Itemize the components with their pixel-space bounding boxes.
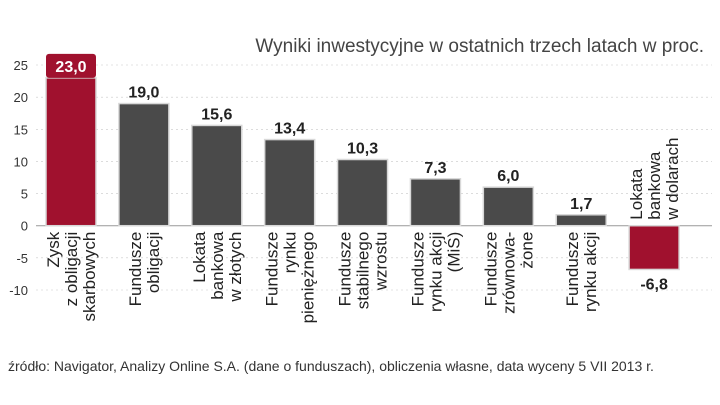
category-label-line: Lokata <box>190 231 209 283</box>
category-label-line: w złotych <box>226 232 245 303</box>
bars <box>45 77 680 271</box>
category-label-line: Zysk <box>44 231 63 267</box>
value-label-1: 19,0 <box>128 85 159 102</box>
value-label-5: 7,3 <box>424 160 446 177</box>
chart-title: Wyniki inwestycyjne w ostatnich trzech l… <box>255 36 704 57</box>
category-labels: Zysk z obligacji skarbowych Fundusze obligac… <box>44 137 682 323</box>
value-label-4: 10,3 <box>347 141 378 158</box>
category-label-line: zrównowa- <box>499 232 518 314</box>
category-label-line: (MiŚ) <box>444 232 463 273</box>
category-label-line: stabilnego <box>354 232 373 310</box>
category-label-7: Fundusze rynku akcji <box>563 232 600 312</box>
category-label-line: Lokata <box>627 168 646 220</box>
category-label-2: Lokata bankowa w złotych <box>190 231 245 302</box>
bar-1 <box>118 102 170 227</box>
category-label-line: Fundusze <box>408 232 427 307</box>
value-label-3: 13,4 <box>274 121 305 138</box>
category-label-1: Fundusze obligacji <box>126 232 163 307</box>
value-label-7: 1,7 <box>570 196 592 213</box>
bar-4 <box>336 158 389 227</box>
category-label-line: Fundusze <box>336 232 355 307</box>
category-label-line: z obligacji <box>62 232 81 307</box>
y-tick-label: 15 <box>14 122 28 137</box>
category-label-line: żone <box>517 232 536 269</box>
bar-8 <box>628 224 680 271</box>
category-label-line: bankowa <box>645 151 664 220</box>
bar-0 <box>45 77 97 227</box>
category-label-3: Fundusze rynku pieniężnego <box>263 232 318 324</box>
category-label-line: Fundusze <box>481 232 500 307</box>
y-tick-label: 0 <box>21 219 28 234</box>
value-label-8: -6,8 <box>640 276 668 293</box>
value-label-6: 6,0 <box>497 168 519 185</box>
category-label-line: w dolarach <box>663 137 682 220</box>
y-tick-label: 20 <box>14 90 28 105</box>
category-label-line: bankowa <box>208 231 227 300</box>
category-label-line: wzrostu <box>372 232 391 292</box>
category-label-4: Fundusze stabilnego wzrostu <box>336 232 391 310</box>
y-tick-label: 10 <box>14 154 28 169</box>
category-label-5: Fundusze rynku akcji (MiŚ) <box>408 232 463 312</box>
category-label-line: rynku akcji <box>426 232 445 312</box>
category-label-0: Zysk z obligacji skarbowych <box>44 231 99 321</box>
category-label-line: skarbowych <box>80 232 99 322</box>
category-label-line: Fundusze <box>263 232 282 307</box>
y-tick-label: -5 <box>16 251 28 266</box>
value-label-badge <box>46 53 96 78</box>
category-label-8: Lokata bankowa w dolarach <box>627 137 682 220</box>
source-note: źródło: Navigator, Analizy Online S.A. (… <box>8 358 654 374</box>
category-label-line: rynku <box>281 232 300 274</box>
y-tick-label: 25 <box>14 58 28 73</box>
category-label-line: rynku akcji <box>581 232 600 312</box>
category-label-line: obligacji <box>144 232 163 293</box>
category-label-line: Fundusze <box>126 232 145 307</box>
value-label-2: 15,6 <box>201 106 232 123</box>
y-tick-label: 5 <box>21 187 28 202</box>
bar-6 <box>482 186 535 227</box>
bar-3 <box>263 138 316 227</box>
value-labels: 23,0 19,0 15,6 13,4 10,3 7,3 6,0 1,7 -6,8 <box>46 53 668 293</box>
bar-7 <box>555 214 607 227</box>
value-label-0: 23,0 <box>55 59 86 76</box>
bar-5 <box>409 178 462 227</box>
category-label-6: Fundusze zrównowa-żone <box>481 232 536 314</box>
bar-2 <box>191 124 243 227</box>
category-label-line: Fundusze <box>563 232 582 307</box>
y-axis-ticks: 25 20 15 10 5 0 -5 -10 <box>9 58 28 298</box>
y-tick-label: -10 <box>9 283 28 298</box>
category-label-line: pieniężnego <box>299 232 318 324</box>
